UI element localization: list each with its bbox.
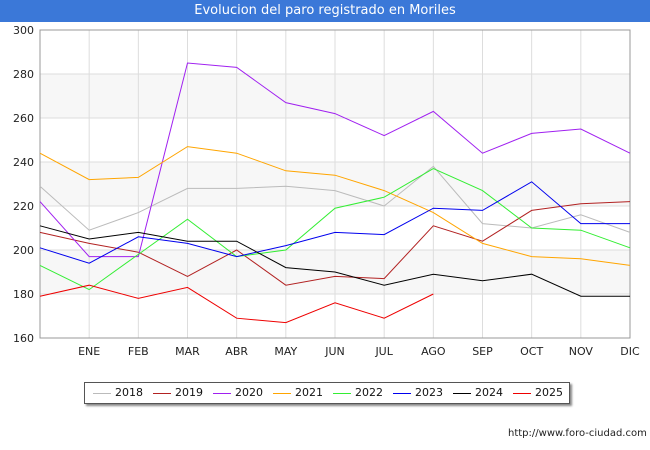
series-line-2020 [39,62,631,258]
legend-label-2020: 2020 [235,386,263,399]
legend-swatch-2021 [273,393,291,394]
x-tick-label: OCT [520,345,543,358]
legend-swatch-2019 [153,393,171,394]
y-tick-label: 180 [13,288,34,301]
series-line-2019 [39,201,631,286]
legend-swatch-2025 [513,393,531,394]
series-line-2022 [39,168,631,291]
legend-label-2023: 2023 [415,386,443,399]
y-tick-label: 260 [13,112,34,125]
legend-swatch-2020 [213,393,231,394]
legend-label-2021: 2021 [295,386,323,399]
x-tick-label: AGO [421,345,446,358]
legend-label-2018: 2018 [115,386,143,399]
y-tick-label: 220 [13,200,34,213]
series-line-2025 [39,284,434,324]
y-tick-label: 280 [13,68,34,81]
x-tick-label: MAR [175,345,200,358]
x-tick-label: DIC [620,345,640,358]
x-tick-label: ENE [78,345,100,358]
legend-swatch-2022 [333,393,351,394]
x-tick-label: MAY [274,345,297,358]
x-tick-label: SEP [472,345,493,358]
series-line-2024 [39,225,630,297]
chart-title: Evolucion del paro registrado en Moriles [0,0,650,22]
legend-swatch-2023 [393,393,411,394]
x-tick-label: JUN [324,345,345,358]
y-tick-label: 200 [13,244,34,257]
legend-label-2025: 2025 [535,386,563,399]
series-line-2023 [39,181,630,264]
x-tick-label: NOV [569,345,594,358]
legend-label-2024: 2024 [475,386,503,399]
y-tick-label: 300 [13,24,34,37]
x-tick-label: ABR [225,345,248,358]
x-tick-label: JUL [374,345,393,358]
series-line-2021 [39,146,631,266]
legend-label-2022: 2022 [355,386,383,399]
plot-frame [39,29,631,339]
y-tick-label: 240 [13,156,34,169]
x-tick-label: FEB [128,345,149,358]
legend-swatch-2018 [93,393,111,394]
y-tick-label: 160 [13,332,34,345]
legend: 2018 2019 2020 2021 2022 2023 2024 2025 [84,382,570,404]
legend-label-2019: 2019 [175,386,203,399]
legend-swatch-2024 [453,393,471,394]
source-url[interactable]: http://www.foro-ciudad.com [508,428,647,439]
